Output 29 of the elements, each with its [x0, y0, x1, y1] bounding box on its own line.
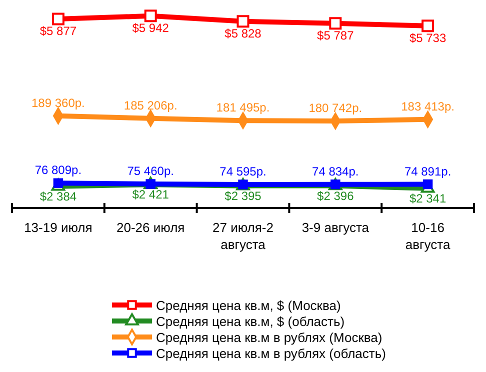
legend-label: Средняя цена кв.м в рублях (Москва): [156, 330, 382, 345]
legend-label: Средняя цена кв.м, $ (Москва): [156, 298, 341, 313]
data-label: $2 395: [224, 188, 262, 203]
data-label: 75 460р.: [127, 164, 174, 178]
data-label: 74 595р.: [220, 164, 266, 178]
data-label: $2 421: [132, 188, 170, 202]
data-label: $5 828: [224, 26, 262, 40]
x-tick-label: 10-16 августа: [405, 220, 451, 252]
data-label: 76 809р.: [34, 163, 82, 178]
data-label: 183 413р.: [401, 99, 454, 114]
legend-label: Средняя цена кв.м, $ (область): [156, 314, 345, 329]
data-label: 181 495р.: [216, 100, 270, 115]
data-label: $5 733: [409, 30, 446, 45]
data-label: 74 834р.: [312, 164, 359, 178]
x-tick-label: 3-9 августа: [302, 220, 370, 235]
data-label: $5 877: [40, 24, 77, 38]
data-label: $2 384: [40, 189, 77, 204]
x-tick-label: 13-19 июля: [24, 220, 92, 235]
data-label: $2 396: [317, 188, 354, 203]
x-tick-label: 27 июля-2 августа: [212, 220, 274, 252]
data-label: 180 742р.: [308, 101, 362, 116]
data-label: 189 360р.: [32, 96, 85, 110]
data-label: 185 206р.: [124, 98, 178, 112]
legend-label: Средняя цена кв.м в рублях (область): [156, 346, 386, 361]
data-label: $2 341: [409, 191, 446, 206]
x-tick-label: 20-26 июля: [116, 220, 185, 235]
data-label: 74 891р.: [404, 164, 452, 178]
data-label: $5 942: [132, 20, 170, 35]
data-label: $5 787: [317, 28, 354, 42]
